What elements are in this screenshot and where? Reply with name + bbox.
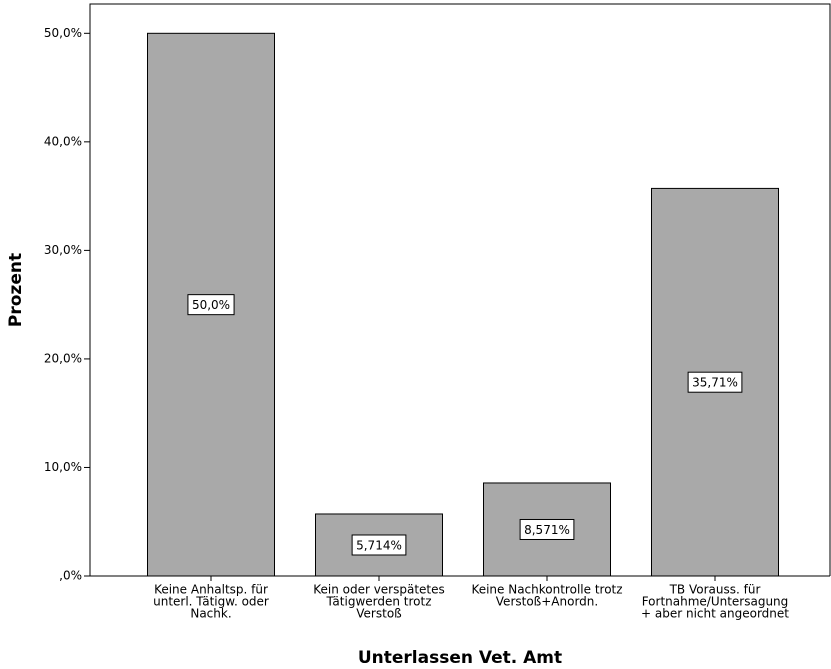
y-tick-label: ,0% [59, 569, 82, 583]
y-axis-title: Prozent [6, 253, 26, 327]
y-tick-label: 50,0% [44, 26, 82, 40]
plot-frame [89, 3, 831, 576]
value-label: 5,714% [356, 538, 402, 552]
x-tick-label: Tätigwerden trotz [326, 595, 432, 609]
x-tick-label: TB Vorauss. für [669, 583, 761, 597]
value-label-box [687, 371, 743, 393]
x-tick-label: Keine Anhaltsp. für [154, 583, 268, 597]
y-tick-label: 10,0% [44, 460, 82, 474]
value-label: 50,0% [192, 298, 230, 312]
y-tick-label: 40,0% [44, 134, 82, 148]
y-tick-label: 30,0% [44, 243, 82, 257]
x-tick-label: Nachk. [190, 607, 231, 621]
value-label-box [187, 294, 235, 316]
x-tick-label: Fortnahme/Untersagung [642, 595, 789, 609]
y-tick-label: 20,0% [44, 351, 82, 365]
x-tick-label: Kein oder verspätetes [313, 583, 445, 597]
value-label-box [351, 534, 407, 556]
x-axis-title: Unterlassen Vet. Amt [358, 648, 562, 668]
value-label: 8,571% [524, 523, 570, 537]
value-label-box [519, 518, 575, 540]
x-tick-label: Verstoß [356, 607, 402, 621]
x-tick-label: unterl. Tätigw. oder [153, 595, 269, 609]
x-tick-label: Keine Nachkontrolle trotz [471, 583, 622, 597]
x-tick-label: Verstoß+Anordn. [496, 595, 598, 609]
x-tick-label: + aber nicht angeordnet [641, 607, 789, 621]
value-label: 35,71% [692, 376, 738, 390]
